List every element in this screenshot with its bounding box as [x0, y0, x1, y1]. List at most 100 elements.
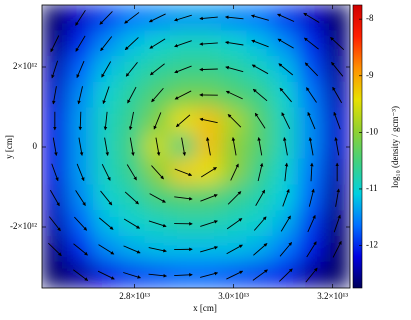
velocity-arrow — [101, 163, 111, 181]
velocity-arrow — [230, 163, 239, 181]
velocity-arrow — [50, 35, 60, 53]
x-tick-label: 3.2×10¹³ — [317, 291, 348, 301]
velocity-arrow — [129, 137, 135, 156]
velocity-arrow — [100, 36, 113, 52]
velocity-arrow — [48, 242, 62, 257]
colorbar-tick-label: -10 — [366, 126, 378, 136]
velocity-arrow — [52, 86, 57, 105]
heat-cell — [42, 5, 69, 32]
velocity-arrow — [100, 190, 113, 206]
velocity-arrow — [149, 63, 165, 76]
velocity-arrow — [123, 245, 141, 254]
vector-field — [48, 10, 345, 283]
velocity-arrow — [250, 14, 269, 21]
velocity-arrow — [226, 270, 244, 280]
velocity-arrow — [307, 214, 316, 233]
velocity-arrow — [174, 90, 192, 100]
velocity-arrow — [49, 189, 60, 207]
velocity-arrow — [99, 11, 113, 25]
velocity-arrow — [51, 163, 59, 182]
velocity-arrow — [75, 190, 86, 207]
velocity-arrow — [124, 12, 140, 24]
velocity-arrow — [257, 162, 264, 182]
velocity-arrow — [181, 137, 186, 156]
velocity-arrow — [199, 42, 218, 46]
velocity-arrow — [227, 113, 242, 128]
velocity-arrow — [303, 37, 319, 50]
velocity-arrow — [253, 243, 268, 256]
velocity-arrow — [102, 86, 110, 105]
velocity-arrow — [97, 270, 115, 280]
velocity-arrow — [78, 137, 84, 156]
velocity-arrow — [125, 62, 138, 77]
velocity-arrow — [305, 267, 318, 283]
velocity-arrow — [279, 87, 292, 103]
velocity-arrow — [333, 214, 341, 233]
velocity-arrow — [75, 35, 86, 52]
velocity-arrow — [151, 87, 164, 103]
velocity-arrow — [52, 137, 58, 156]
velocity-arrow — [279, 242, 293, 257]
velocity-arrow — [128, 111, 134, 131]
velocity-arrow — [226, 244, 243, 255]
velocity-arrow — [279, 268, 293, 282]
velocity-arrow — [277, 13, 295, 22]
velocity-arrow — [227, 191, 242, 205]
velocity-arrow — [124, 191, 139, 205]
y-tick-label: 0 — [33, 141, 38, 151]
velocity-arrow — [77, 86, 83, 105]
velocity-arrow — [175, 114, 191, 128]
y-tick-label: -2×10¹² — [10, 221, 37, 231]
velocity-arrow — [173, 14, 192, 22]
velocity-arrow — [200, 167, 217, 178]
velocity-arrow — [332, 240, 342, 258]
velocity-arrow — [73, 269, 89, 281]
velocity-arrow — [333, 111, 341, 130]
velocity-arrow — [127, 86, 137, 104]
velocity-arrow — [304, 62, 319, 77]
colorbar-tick-label: -11 — [366, 183, 378, 193]
velocity-arrow — [148, 247, 167, 253]
velocity-arrow — [149, 193, 166, 203]
velocity-arrow — [200, 271, 219, 278]
heat-cell — [323, 261, 350, 288]
velocity-arrow — [78, 111, 83, 131]
velocity-arrow — [257, 137, 263, 156]
velocity-arrow — [280, 215, 291, 232]
velocity-arrow — [103, 111, 108, 131]
velocity-arrow — [224, 15, 244, 20]
velocity-arrow — [200, 246, 219, 253]
velocity-arrow — [335, 188, 340, 207]
velocity-arrow — [153, 112, 162, 130]
velocity-arrow — [148, 13, 166, 23]
velocity-arrow — [174, 273, 193, 277]
velocity-arrow — [48, 216, 61, 232]
colorbar — [352, 4, 363, 289]
velocity-arrow — [226, 218, 243, 230]
velocity-arrow — [283, 137, 288, 156]
velocity-arrow — [284, 162, 289, 182]
colorbar-tick-label: -8 — [366, 13, 374, 23]
velocity-arrow — [124, 37, 139, 51]
velocity-arrow — [278, 63, 294, 76]
velocity-arrow — [252, 269, 268, 281]
colorbar-tick-label: -9 — [366, 70, 374, 80]
velocity-arrow — [282, 188, 290, 207]
velocity-arrow — [76, 60, 85, 79]
velocity-arrow — [123, 272, 142, 279]
velocity-arrow — [225, 40, 244, 46]
velocity-arrow — [225, 90, 243, 100]
velocity-arrow — [101, 61, 112, 78]
x-tick-label: 3.0×10¹³ — [218, 291, 249, 301]
velocity-arrow — [73, 243, 88, 256]
velocity-arrow — [148, 273, 168, 278]
velocity-arrow — [332, 86, 343, 104]
velocity-arrow — [174, 40, 192, 48]
velocity-arrow — [303, 12, 320, 23]
velocity-arrow — [98, 217, 114, 230]
velocity-arrow — [252, 88, 268, 102]
x-tick-label: 2.8×10¹³ — [119, 291, 150, 301]
colorbar-label: log₁₀ (density / gcm⁻³) — [390, 106, 400, 188]
velocity-arrow — [149, 38, 166, 49]
